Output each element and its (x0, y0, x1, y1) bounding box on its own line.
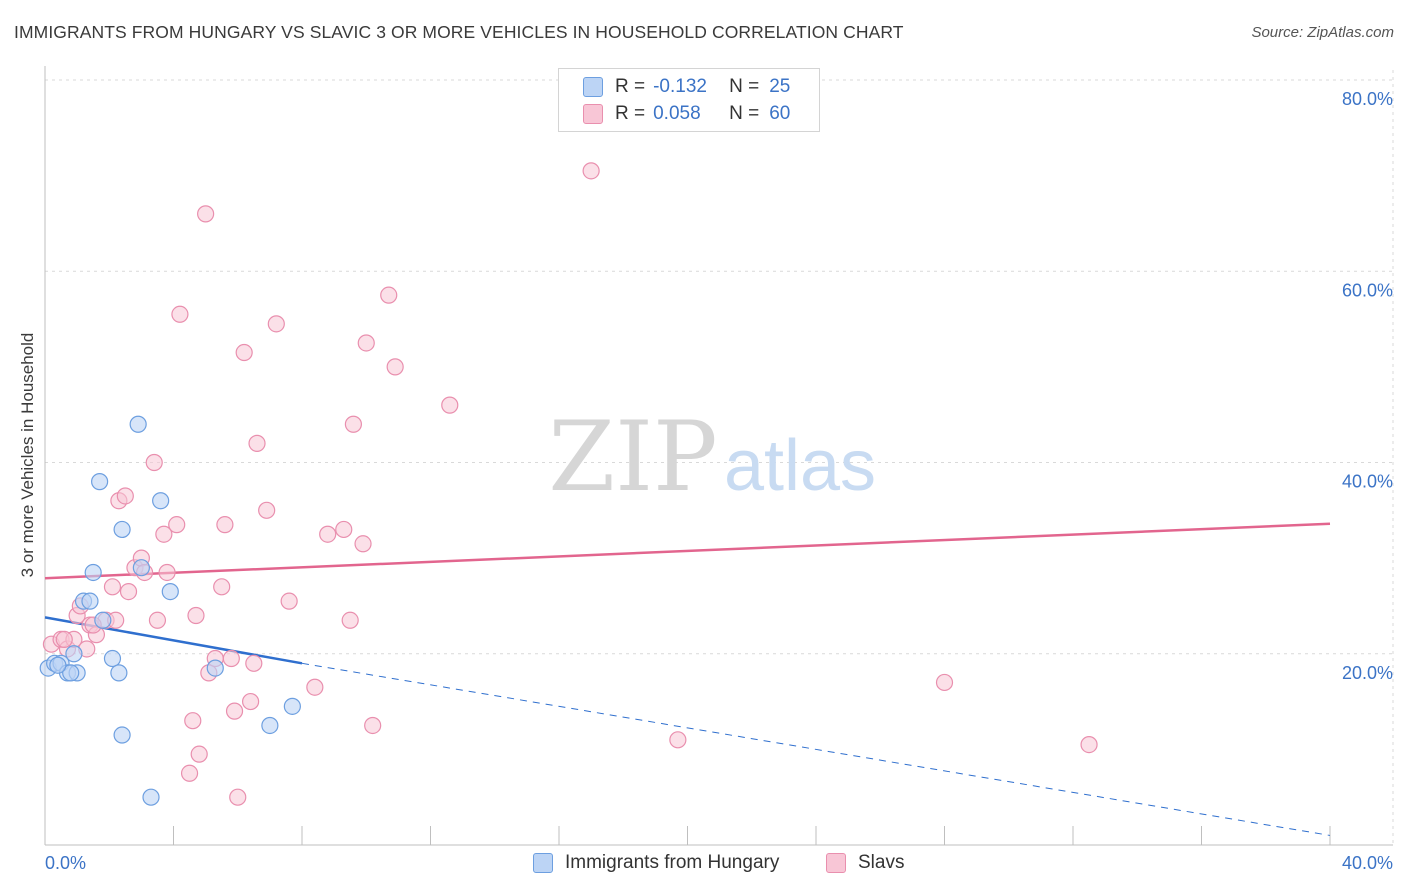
tick-labels: 20.0% 40.0% 60.0% 80.0% 0.0% 40.0% (45, 89, 1393, 873)
point-hungary (65, 645, 83, 663)
point-slavs (380, 286, 398, 304)
point-slavs (119, 582, 138, 601)
point-slavs (582, 162, 600, 180)
point-hungary (49, 656, 67, 674)
point-slavs (267, 315, 285, 333)
point-hungary (261, 716, 279, 735)
point-hungary (103, 649, 122, 668)
hungary-legend-swatch (533, 853, 553, 873)
point-slavs (1080, 735, 1098, 754)
point-slavs (248, 434, 266, 452)
point-slavs (935, 673, 954, 692)
y-tick-label: 80.0% (1342, 89, 1393, 109)
r-label: R = (615, 103, 646, 124)
x-tick-label-max: 40.0% (1342, 853, 1393, 873)
point-slavs (357, 334, 375, 352)
point-slavs (386, 358, 404, 376)
point-slavs (245, 654, 263, 672)
trend-line-hungary-extension (301, 662, 1331, 836)
point-slavs (168, 516, 186, 534)
y-tick-label: 60.0% (1342, 280, 1393, 300)
point-slavs (306, 678, 324, 696)
point-slavs (319, 525, 337, 543)
legend-row-hungary: R = -0.132 N = 25 (583, 76, 790, 98)
watermark-atlas: atlas (724, 426, 876, 506)
point-slavs (155, 525, 173, 543)
point-slavs (55, 630, 73, 649)
point-hungary (94, 611, 112, 629)
legend-item-slavs[interactable]: Slavs (826, 852, 904, 874)
point-hungary (113, 726, 131, 744)
point-slavs (669, 731, 687, 749)
point-slavs (180, 764, 199, 782)
watermark-zip: ZIP (548, 401, 717, 513)
point-hungary (152, 492, 170, 510)
point-slavs (171, 305, 189, 323)
point-slavs (103, 578, 122, 596)
point-hungary (161, 582, 179, 601)
legend-label-slavs: Slavs (858, 852, 905, 873)
point-slavs (187, 606, 205, 625)
point-hungary (283, 697, 301, 715)
point-slavs (197, 205, 215, 223)
point-hungary (110, 664, 128, 682)
point-hungary (91, 473, 109, 491)
point-hungary (81, 592, 99, 610)
point-slavs (441, 396, 459, 414)
series-hungary (39, 415, 301, 806)
point-slavs (225, 702, 244, 720)
point-slavs (229, 788, 247, 806)
correlation-legend: R = -0.132 N = 25 R = 0.058 N = 60 (558, 68, 820, 132)
point-slavs (258, 501, 276, 519)
point-slavs (145, 453, 163, 472)
point-slavs (216, 516, 234, 534)
point-slavs (344, 415, 362, 433)
x-tick-label-min: 0.0% (45, 853, 86, 873)
n-label: N = (729, 76, 760, 97)
chart-title: IMMIGRANTS FROM HUNGARY VS SLAVIC 3 OR M… (14, 22, 904, 42)
y-tick-label: 40.0% (1342, 472, 1393, 492)
legend-row-slavs: R = 0.058 N = 60 (583, 103, 790, 125)
watermark: ZIP atlas (548, 401, 876, 513)
point-slavs (116, 487, 134, 505)
source-label: Source: ZipAtlas.com (1251, 24, 1394, 41)
point-hungary (129, 415, 147, 433)
n-value-hungary: 25 (769, 76, 791, 97)
trend-line-slavs (44, 522, 1331, 580)
point-slavs (148, 611, 167, 629)
point-slavs (190, 745, 208, 763)
point-slavs (335, 520, 353, 539)
hungary-swatch (583, 77, 603, 97)
point-hungary (62, 664, 80, 682)
point-slavs (341, 611, 359, 629)
point-hungary (84, 563, 102, 582)
point-slavs (213, 578, 231, 596)
point-slavs (184, 712, 202, 730)
n-label: N = (729, 103, 760, 124)
point-slavs (242, 692, 260, 711)
point-hungary (206, 659, 224, 677)
point-slavs (222, 649, 240, 668)
slavs-legend-swatch (826, 853, 846, 873)
gridlines (45, 70, 1394, 845)
point-hungary (142, 788, 160, 806)
point-slavs (158, 563, 176, 582)
point-hungary (132, 559, 150, 577)
point-slavs (235, 343, 253, 362)
point-hungary (113, 520, 131, 539)
point-slavs (364, 716, 382, 735)
legend-label-hungary: Immigrants from Hungary (565, 852, 780, 873)
y-tick-label: 20.0% (1342, 663, 1393, 683)
point-slavs (354, 535, 372, 553)
point-slavs (280, 592, 298, 610)
r-label: R = (615, 76, 646, 97)
n-value-slavs: 60 (769, 103, 791, 124)
legend-item-hungary[interactable]: Immigrants from Hungary (533, 852, 779, 874)
r-value-slavs: 0.058 (653, 103, 701, 124)
axes (44, 66, 1393, 846)
r-value-hungary: -0.132 (653, 76, 707, 97)
slavs-swatch (583, 104, 603, 124)
